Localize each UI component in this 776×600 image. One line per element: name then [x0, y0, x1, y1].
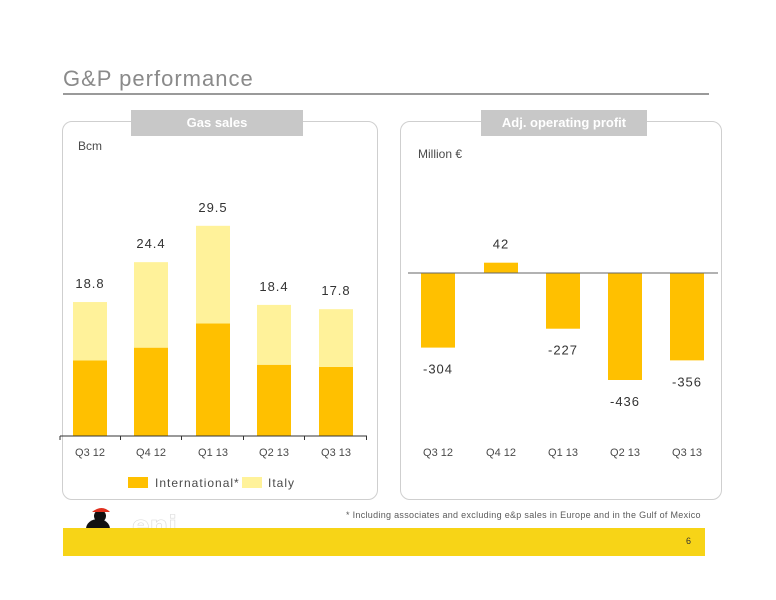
- x-tick-label: Q1 13: [198, 447, 228, 459]
- legend-label-international: International*: [155, 476, 240, 490]
- total-label-0: 18.8: [75, 276, 104, 291]
- total-label-2: 29.5: [198, 200, 227, 215]
- profit-label-2: -227: [548, 343, 578, 358]
- footnote: * Including associates and excluding e&p…: [346, 510, 701, 520]
- page-title: G&P performance: [63, 66, 254, 91]
- profit-bar-0: [421, 273, 455, 348]
- x-tick-label: Q4 12: [486, 447, 516, 459]
- legend-label-italy: Italy: [268, 476, 295, 490]
- y-unit-label: Bcm: [78, 139, 102, 153]
- legend-swatch-italy: [242, 477, 262, 488]
- profit-label-4: -356: [672, 374, 702, 389]
- x-tick-label: Q2 13: [610, 447, 640, 459]
- bar-international-0: [73, 360, 107, 436]
- bar-italy-0: [73, 302, 107, 361]
- profit-label-1: 42: [493, 237, 509, 252]
- bar-international-1: [134, 347, 168, 436]
- profit-bar-3: [608, 273, 642, 380]
- bar-international-4: [319, 366, 353, 436]
- gas-sales-header: Gas sales: [131, 110, 303, 136]
- bar-italy-2: [196, 225, 230, 324]
- bar-italy-1: [134, 262, 168, 348]
- page-number: 6: [685, 536, 691, 546]
- footer-bar: 6: [63, 528, 705, 556]
- y-unit-label: Million €: [418, 147, 462, 161]
- bar-italy-3: [257, 304, 291, 365]
- x-tick-label: Q3 12: [75, 447, 105, 459]
- x-tick-label: Q1 13: [548, 447, 578, 459]
- x-tick-label: Q4 12: [136, 447, 166, 459]
- total-label-3: 18.4: [259, 279, 288, 294]
- total-label-1: 24.4: [136, 236, 165, 251]
- profit-header: Adj. operating profit: [481, 110, 647, 136]
- bar-international-2: [196, 323, 230, 436]
- profit-label-3: -436: [610, 394, 640, 409]
- total-label-4: 17.8: [321, 283, 350, 298]
- bar-italy-4: [319, 309, 353, 367]
- x-tick-label: Q3 12: [423, 447, 453, 459]
- bar-international-3: [257, 364, 291, 436]
- x-tick-label: Q3 13: [321, 447, 351, 459]
- title-rule: [63, 93, 709, 95]
- profit-bar-4: [670, 273, 704, 361]
- profit-bar-1: [484, 262, 518, 273]
- x-tick-label: Q3 13: [672, 447, 702, 459]
- profit-label-0: -304: [423, 362, 453, 377]
- legend-swatch-international: [128, 477, 148, 488]
- x-tick-label: Q2 13: [259, 447, 289, 459]
- profit-bar-2: [546, 273, 580, 329]
